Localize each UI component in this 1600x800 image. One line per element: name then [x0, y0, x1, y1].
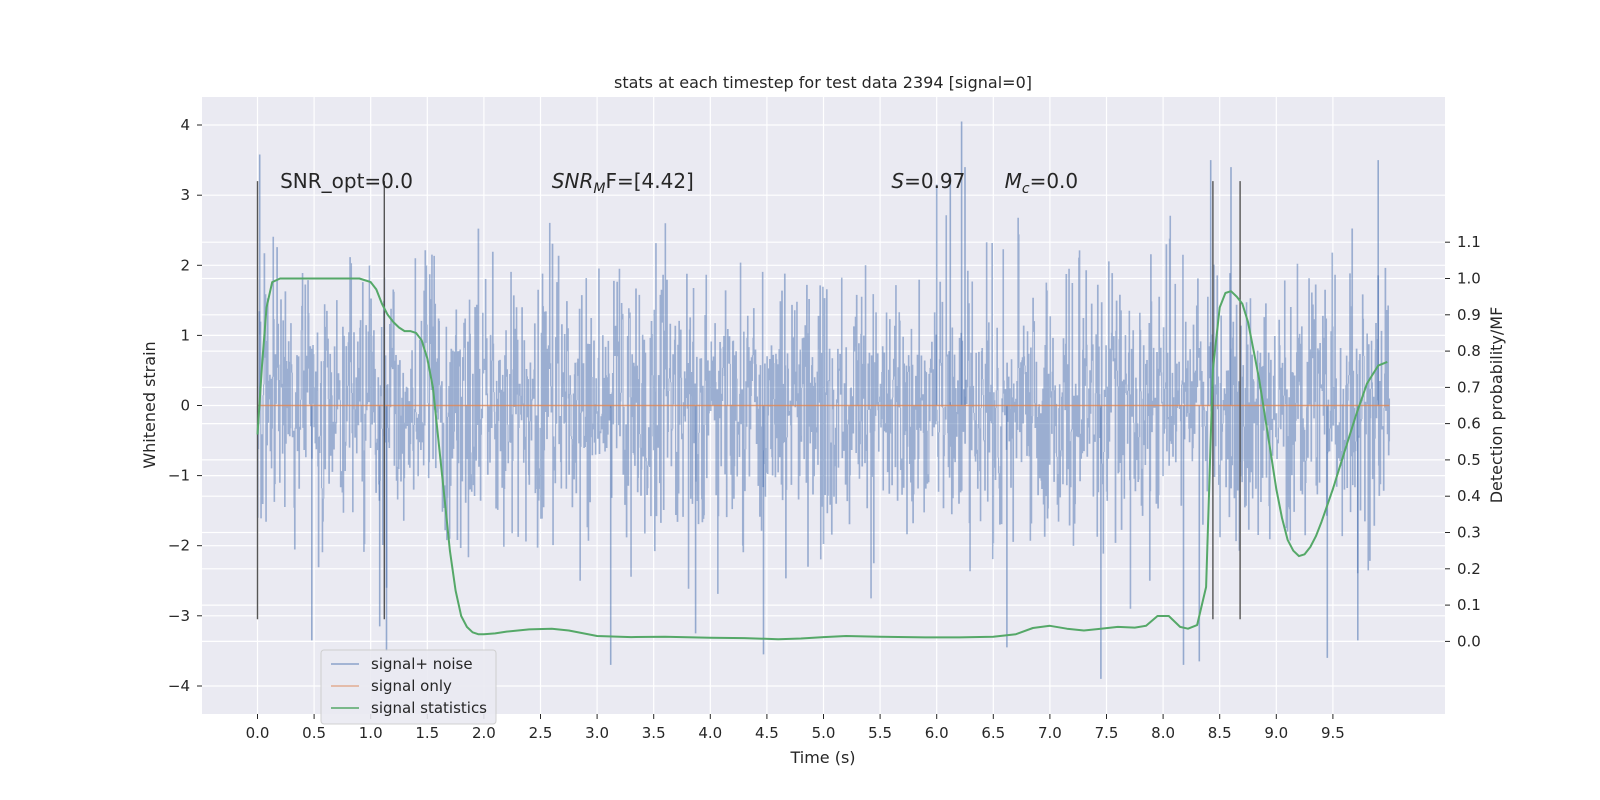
x-tick-label: 2.0	[472, 724, 496, 742]
x-tick-label: 4.5	[755, 724, 779, 742]
x-axis-label: Time (s)	[789, 748, 855, 767]
signal-statistics-line	[256, 277, 1388, 641]
y2-tick-label: 0.9	[1457, 306, 1481, 324]
x-tick-label: 0.5	[302, 724, 326, 742]
y2-tick-label: 0.0	[1457, 632, 1481, 650]
legend-label-signal-statistics: signal statistics	[371, 699, 487, 717]
y2-tick-label: 0.5	[1457, 451, 1481, 469]
x-tick-label: 1.0	[359, 724, 383, 742]
x-tick-label: 3.5	[642, 724, 666, 742]
x-tick-label: 7.0	[1038, 724, 1062, 742]
y2-tick-label: 0.6	[1457, 415, 1481, 433]
x-tick-label: 3.0	[585, 724, 609, 742]
x-tick-label: 5.5	[868, 724, 892, 742]
y2-axis-label: Detection probability/MF	[1487, 307, 1506, 504]
annotation-text: Mc=0.0	[1005, 169, 1079, 197]
annotation-text: S=0.97	[891, 169, 965, 193]
y2-tick-label: 0.1	[1457, 596, 1481, 614]
x-tick-labels: 0.0 0.5 1.0 1.5 2.0 2.5 3.0 3.5 4.0 4.5 5.0 5.5 6.0 6…	[246, 714, 1345, 742]
legend-label-signal-noise: signal+ noise	[371, 655, 473, 673]
x-tick-label: 7.5	[1095, 724, 1119, 742]
x-tick-label: 8.5	[1208, 724, 1232, 742]
y-tick-labels: −4 −3 −2 −1 0 1 2 3 4	[168, 116, 202, 695]
chart-title: stats at each timestep for test data 239…	[614, 73, 1032, 92]
y-tick-label: 2	[180, 256, 190, 274]
y2-tick-label: 0.8	[1457, 342, 1481, 360]
x-tick-label: 2.5	[529, 724, 553, 742]
x-tick-label: 1.5	[415, 724, 439, 742]
y-tick-label: −4	[168, 677, 190, 695]
legend-label-signal-only: signal only	[371, 677, 452, 695]
y2-tick-label: 0.4	[1457, 487, 1481, 505]
y2-tick-label: 0.7	[1457, 378, 1481, 396]
x-tick-label: 0.0	[246, 724, 270, 742]
signal-statistics-series	[256, 277, 1388, 641]
y-tick-label: −1	[168, 467, 190, 485]
x-tick-label: 4.0	[698, 724, 722, 742]
x-tick-label: 9.0	[1264, 724, 1288, 742]
y-tick-label: −2	[168, 537, 190, 555]
y-tick-label: 3	[180, 186, 190, 204]
x-tick-label: 8.0	[1151, 724, 1175, 742]
y-tick-label: −3	[168, 607, 190, 625]
y2-tick-labels: 0.0 0.1 0.2 0.3 0.4 0.5 0.6 0.7 0.8 0.9 1.0 1.1	[1445, 233, 1481, 650]
x-tick-label: 6.0	[925, 724, 949, 742]
annotations: SNR_opt=0.0 SNRMF=[4.42] S=0.97 Mc=0.0	[280, 169, 1078, 197]
y-axis-label: Whitened strain	[140, 341, 159, 468]
y-tick-label: 1	[180, 326, 190, 344]
x-tick-label: 5.0	[812, 724, 836, 742]
y-tick-label: 4	[180, 116, 190, 134]
y2-tick-label: 0.2	[1457, 560, 1481, 578]
legend-box	[320, 649, 497, 725]
x-tick-label: 9.5	[1321, 724, 1345, 742]
y2-tick-label: 1.0	[1457, 270, 1481, 288]
y2-tick-label: 0.3	[1457, 524, 1481, 542]
noise-series	[256, 121, 1391, 679]
annotation-text: SNRMF=[4.42]	[552, 169, 694, 197]
y-tick-label: 0	[180, 397, 190, 415]
y2-tick-label: 1.1	[1457, 233, 1481, 251]
vertical-markers	[256, 181, 1241, 620]
x-tick-label: 6.5	[981, 724, 1005, 742]
annotation-text: SNR_opt=0.0	[280, 169, 413, 193]
legend: signal+ noise signal only signal statist…	[320, 649, 497, 725]
